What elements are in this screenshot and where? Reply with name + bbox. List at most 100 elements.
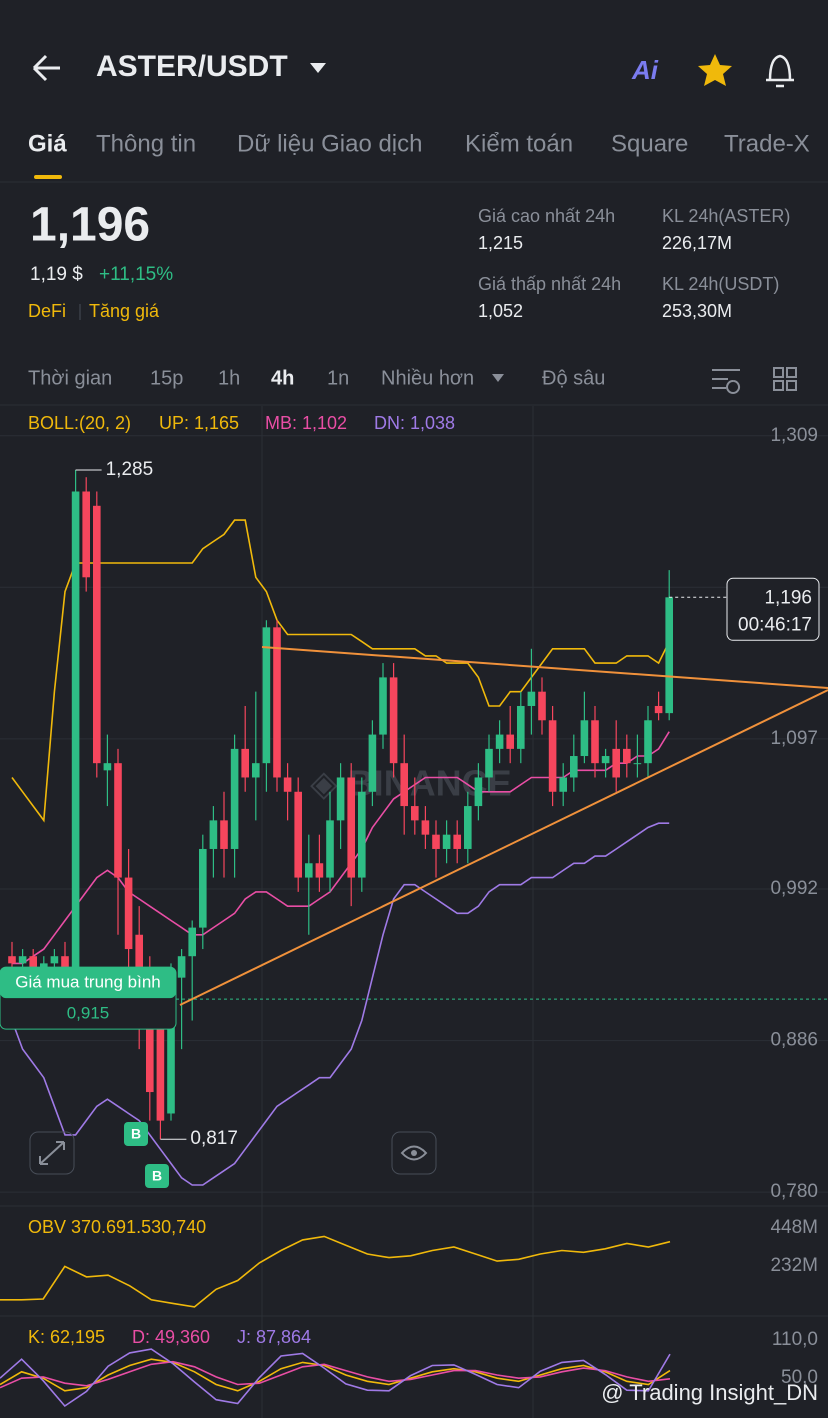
candle-body: [442, 834, 451, 849]
indicator-line: [0, 1360, 671, 1389]
stat-label: Giá thấp nhất 24h: [478, 274, 621, 294]
candle-body: [474, 777, 483, 807]
candle-body: [623, 748, 631, 764]
candle-body: [612, 748, 620, 778]
pair-dropdown[interactable]: [310, 63, 326, 73]
current-price-label: 1,196: [764, 587, 812, 608]
y-tick-label: 1,309: [770, 425, 818, 446]
stat-value: 1,052: [478, 301, 523, 321]
tab[interactable]: Thông tin: [96, 130, 196, 157]
y-tick-label: 50,0: [781, 1367, 818, 1388]
legend-entry: MB: 1,102: [265, 413, 347, 433]
stat-value: 226,17M: [662, 233, 732, 253]
candle-body: [517, 705, 525, 749]
price-change: +11,15%: [99, 264, 173, 285]
candle-body: [644, 720, 652, 764]
candle-body: [50, 956, 59, 964]
back-button[interactable]: [32, 54, 60, 82]
indicator-line: [0, 1348, 671, 1408]
candle-body: [305, 863, 313, 878]
y-tick-label: 448M: [770, 1217, 818, 1238]
stat-value: 253,30M: [662, 301, 732, 321]
buy-badge-letter: B: [131, 1126, 141, 1142]
settings-icon[interactable]: [712, 369, 741, 394]
candle-body: [8, 956, 16, 964]
y-tick-label: 232M: [770, 1255, 818, 1276]
interval[interactable]: 1h: [218, 367, 240, 389]
candle-body: [114, 763, 122, 878]
candle-body: [103, 763, 112, 771]
stat-label: KL 24h(USDT): [662, 274, 779, 294]
expand-button[interactable]: [29, 1131, 75, 1175]
indicator-legend: D: 49,360: [132, 1327, 210, 1347]
countdown: 00:46:17: [738, 614, 812, 635]
interval[interactable]: Độ sâu: [542, 367, 605, 389]
stat-label: KL 24h(ASTER): [662, 206, 790, 226]
candle-body: [538, 691, 546, 721]
ai-icon[interactable]: Ai: [631, 55, 659, 85]
candle-body: [146, 970, 154, 1093]
candle-body: [464, 806, 472, 849]
tag[interactable]: DeFi: [28, 301, 66, 321]
tag[interactable]: Tăng giá: [89, 301, 160, 321]
candle-body: [559, 777, 567, 792]
tab[interactable]: Trade-X: [724, 130, 810, 157]
candle-body: [156, 1020, 165, 1121]
candle-body: [506, 734, 514, 749]
avg-buy-title: Giá mua trung bình: [15, 973, 161, 992]
alert-icon[interactable]: [766, 54, 794, 88]
candle-body: [570, 756, 578, 778]
legend-entry: DN: 1,038: [374, 413, 455, 433]
indicator-line: [0, 1358, 671, 1392]
high-label: 1,285: [106, 459, 154, 480]
interval[interactable]: Thời gian: [28, 367, 112, 389]
indicator-legend: OBV 370.691.530,740: [28, 1217, 206, 1237]
trend-line: [179, 689, 828, 1006]
candle-body: [665, 597, 673, 714]
interval[interactable]: 15p: [150, 367, 183, 389]
boll-line: [11, 519, 670, 823]
tab[interactable]: Square: [611, 130, 688, 157]
usd-price: 1,19 $: [30, 264, 83, 285]
candle-body: [336, 777, 345, 821]
interval-active[interactable]: 4h: [271, 367, 294, 389]
visibility-button[interactable]: [391, 1131, 437, 1175]
avg-buy-header: [0, 967, 176, 999]
tab-indicator: [34, 175, 62, 179]
favorite-icon[interactable]: [698, 54, 732, 86]
eye-icon: [400, 1145, 428, 1161]
candle-body: [315, 863, 324, 878]
candle-body: [580, 720, 589, 757]
tab[interactable]: Dữ liệu Giao dịch: [237, 130, 422, 157]
candle-body: [199, 848, 207, 928]
interval[interactable]: Nhiều hơn: [381, 367, 474, 389]
candle-body: [241, 748, 249, 778]
candle-body: [294, 791, 302, 878]
stat-label: Giá cao nhất 24h: [478, 206, 615, 226]
watermark: @ Trading Insight_DN: [601, 1380, 818, 1405]
last-price: 1,196: [30, 199, 150, 252]
pair-title[interactable]: ASTER/USDT: [96, 50, 288, 83]
candle-body: [135, 934, 143, 978]
y-tick-label: 0,780: [770, 1181, 818, 1202]
tab[interactable]: Giá: [28, 130, 67, 157]
candle-body: [93, 505, 101, 764]
tab[interactable]: Kiểm toán: [465, 130, 573, 157]
candle-body: [527, 691, 536, 706]
candle-body: [347, 777, 355, 878]
candle-body: [262, 627, 271, 764]
y-tick-label: 0,992: [770, 878, 818, 899]
candle-body: [273, 627, 281, 778]
indicator-legend: J: 87,864: [237, 1327, 311, 1347]
expand-icon: [39, 1141, 65, 1165]
candle-body: [591, 720, 599, 764]
more-dropdown[interactable]: [492, 374, 504, 382]
candle-body: [358, 791, 366, 878]
candle-body: [18, 956, 27, 964]
candle-body: [82, 491, 90, 578]
interval[interactable]: 1n: [327, 367, 349, 389]
layout-icon[interactable]: [773, 367, 797, 391]
candle-body: [389, 677, 398, 764]
